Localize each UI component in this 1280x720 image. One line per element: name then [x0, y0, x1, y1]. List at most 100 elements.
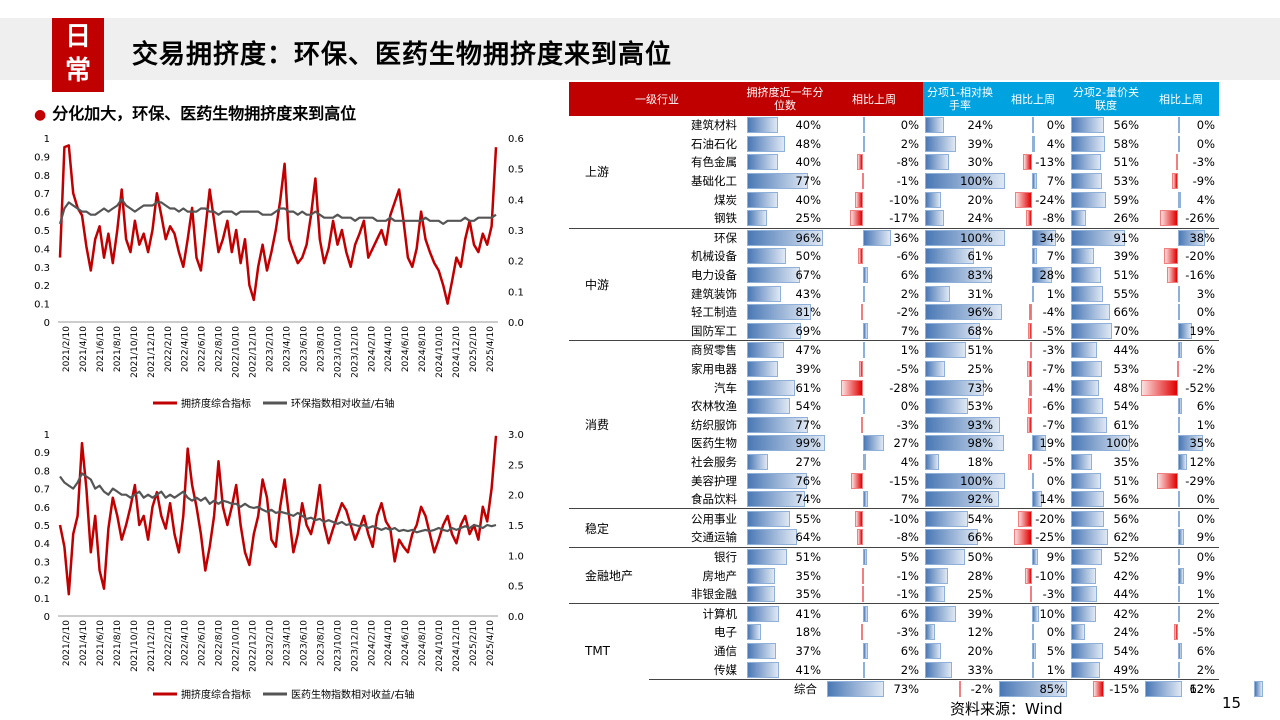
cell-value: 7% [1046, 249, 1065, 264]
value-bar [1071, 624, 1086, 641]
value-bar [925, 398, 968, 415]
value-cell: 27% [745, 453, 825, 472]
change-bar [1159, 210, 1178, 227]
change-cell: -15% [825, 471, 923, 490]
industry-name: 基础化工 [691, 174, 737, 189]
group-label [649, 678, 745, 699]
cell-value: 1% [1046, 286, 1065, 301]
change-bar [1032, 642, 1036, 659]
cell-value: 40% [795, 155, 821, 170]
cell-value: 37% [795, 643, 821, 658]
value-cell: 25% [923, 585, 997, 604]
cell-value: -26% [1185, 211, 1215, 226]
x-tick: 2022/4/10 [181, 620, 191, 666]
value-bar [925, 267, 992, 284]
cell-value: 73% [967, 380, 993, 395]
relative-return-series-line [58, 198, 497, 226]
x-tick: 2023/4/10 [282, 620, 292, 666]
header-turnover: 分项1-相对换手率 [923, 82, 997, 116]
table-row: 建筑装饰 43% 2% 31% 1% 55% 3% [569, 284, 1219, 303]
change-cell: 6% [1143, 642, 1219, 661]
value-cell: 12% [923, 623, 997, 642]
x-tick: 2023/12/10 [350, 326, 360, 378]
industry-name: 医药生物 [691, 436, 737, 451]
cell-value: 6% [900, 606, 919, 621]
cell-value: 39% [967, 606, 993, 621]
industry-name: 银行 [649, 546, 745, 567]
change-bar [1178, 453, 1187, 470]
value-bar [827, 681, 885, 698]
change-cell: -7% [997, 360, 1069, 379]
cell-value: 66% [1113, 305, 1139, 320]
change-cell: 1% [825, 340, 923, 360]
table-row: 基础化工 77% -1% 100% 7% 53% -9% [569, 172, 1219, 191]
change-bar [1254, 681, 1263, 698]
change-cell: 1% [997, 284, 1069, 303]
value-cell: 61% [923, 247, 997, 266]
cell-value: 12% [1189, 682, 1215, 697]
change-cell: 14% [997, 490, 1069, 509]
page-title: 交易拥挤度：环保、医药生物拥挤度来到高位 [132, 40, 673, 70]
value-bar [925, 191, 942, 208]
x-tick: 2022/2/10 [164, 326, 174, 372]
cell-value: 6% [1196, 399, 1215, 414]
change-cell: 12% [1143, 453, 1219, 472]
y-right-tick: 3.0 [508, 430, 524, 441]
cell-value: 18% [795, 625, 821, 640]
change-bar [1163, 248, 1178, 265]
cell-value: 44% [1113, 587, 1139, 602]
y-right-tick: 2.0 [508, 491, 524, 502]
cell-value: 27% [893, 436, 919, 451]
industry-name: 计算机 [649, 603, 745, 624]
value-bar [925, 605, 957, 622]
change-cell: -29% [1143, 471, 1219, 490]
x-tick: 2021/2/10 [62, 326, 72, 372]
cell-value: 69% [795, 323, 821, 338]
cell-value: -8% [1042, 211, 1065, 226]
cell-value: 56% [1113, 118, 1139, 133]
cell-value: 96% [795, 230, 821, 245]
cell-value: 33% [967, 662, 993, 677]
change-cell: 6% [825, 266, 923, 285]
change-cell: 2% [825, 284, 923, 303]
change-bar [863, 229, 891, 246]
value-cell: 62% [1069, 528, 1143, 547]
change-cell: -8% [825, 528, 923, 547]
value-cell: 26% [1069, 209, 1143, 228]
value-bar [1071, 379, 1100, 396]
change-bar [1022, 154, 1032, 171]
y-left-tick: 0.7 [34, 485, 50, 496]
value-bar [747, 135, 785, 152]
x-tick: 2024/8/10 [418, 620, 428, 666]
value-cell: 55% [745, 508, 825, 529]
cell-value: 6% [1196, 343, 1215, 358]
cell-value: -13% [1035, 155, 1065, 170]
value-bar [1071, 322, 1113, 339]
cell-value: 0% [1046, 625, 1065, 640]
table-row: 社会服务 27% 4% 18% -5% 35% 12% [569, 453, 1219, 472]
legend-label: 医药生物指数相对收益/右轴 [291, 688, 414, 701]
change-cell: -16% [1143, 266, 1219, 285]
y-left-tick: 0.6 [34, 208, 50, 219]
industry-name: 汽车 [714, 380, 737, 395]
change-cell: 4% [1143, 190, 1219, 209]
y-right-tick: 2.5 [508, 460, 524, 471]
change-cell: -5% [997, 453, 1069, 472]
cell-value: 93% [967, 417, 993, 432]
cell-value: 27% [795, 454, 821, 469]
value-bar [747, 398, 790, 415]
value-bar [925, 135, 957, 152]
change-cell: -3% [825, 623, 923, 642]
value-cell: 56% [1069, 116, 1143, 135]
cell-value: 9% [1196, 568, 1215, 583]
change-cell: 2% [1143, 603, 1219, 624]
cell-value: 91% [1113, 230, 1139, 245]
change-cell: -8% [825, 153, 923, 172]
value-cell: 54% [1069, 642, 1143, 661]
change-bar [858, 248, 863, 265]
y-right-tick: 1.0 [508, 551, 524, 562]
change-bar [863, 642, 868, 659]
x-tick: 2023/10/10 [333, 326, 343, 378]
y-left-tick: 0.3 [34, 557, 50, 568]
value-bar [925, 304, 1003, 321]
